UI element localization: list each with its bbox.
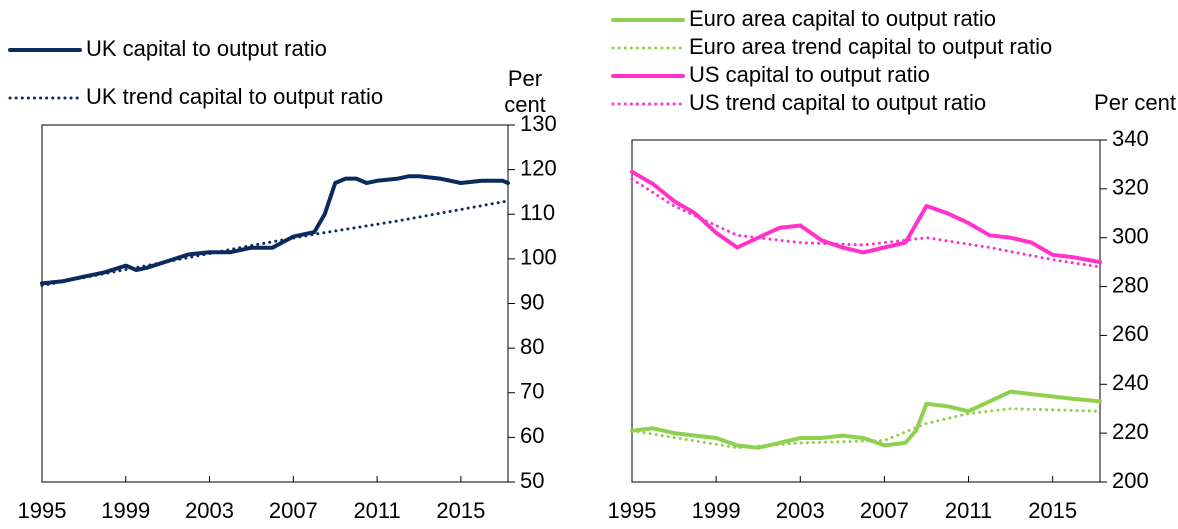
series-line <box>40 174 510 286</box>
legend-label: UK capital to output ratio <box>86 36 327 61</box>
legend-label: Euro area trend capital to output ratio <box>689 34 1052 59</box>
legend-label: US capital to output ratio <box>689 62 930 87</box>
series-line <box>630 389 1102 450</box>
series-line <box>40 199 510 288</box>
y-axis-label: Per cent <box>1094 90 1176 115</box>
x-tick-label: 2003 <box>185 498 234 523</box>
y-tick-label: 220 <box>1112 419 1149 444</box>
legend-label: Euro area capital to output ratio <box>689 6 996 31</box>
x-tick-label: 2015 <box>1028 498 1077 523</box>
y-tick-label: 280 <box>1112 272 1149 297</box>
y-tick-label: 70 <box>520 379 544 404</box>
y-tick-label: 130 <box>520 111 557 136</box>
series-line <box>630 407 1102 450</box>
x-tick-label: 1999 <box>101 498 150 523</box>
y-tick-label: 80 <box>520 334 544 359</box>
y-tick-label: 120 <box>520 155 557 180</box>
legend-label: UK trend capital to output ratio <box>86 84 383 109</box>
x-tick-label: 2011 <box>353 498 400 523</box>
x-tick-label: 2007 <box>269 498 318 523</box>
y-tick-label: 50 <box>520 468 544 493</box>
x-tick-label: 1999 <box>692 498 741 523</box>
x-tick-label: 2007 <box>860 498 909 523</box>
y-tick-label: 300 <box>1112 224 1149 249</box>
y-tick-label: 110 <box>520 200 555 225</box>
y-tick-label: 240 <box>1112 370 1149 395</box>
x-tick-label: 2015 <box>436 498 485 523</box>
y-tick-label: 90 <box>520 289 544 314</box>
x-tick-label: 1995 <box>608 498 657 523</box>
x-tick-label: 1995 <box>18 498 67 523</box>
y-tick-label: 340 <box>1112 126 1149 151</box>
y-axis-label: Per cent <box>504 66 546 117</box>
y-tick-label: 320 <box>1112 175 1149 200</box>
plot-area <box>631 139 1101 483</box>
y-tick-label: 200 <box>1112 468 1149 493</box>
legend-label: US trend capital to output ratio <box>689 90 986 115</box>
series-line <box>630 177 1102 269</box>
y-tick-label: 260 <box>1112 321 1149 346</box>
x-tick-label: 2011 <box>945 498 992 523</box>
y-tick-label: 60 <box>520 423 544 448</box>
x-tick-label: 2003 <box>776 498 825 523</box>
series-line <box>630 169 1102 265</box>
y-tick-label: 100 <box>520 245 557 270</box>
